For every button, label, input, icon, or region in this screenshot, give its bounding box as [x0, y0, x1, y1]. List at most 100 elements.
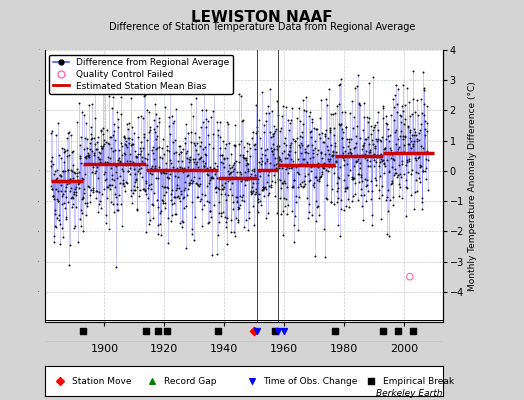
Point: [233, 219, 242, 225]
Point: [323, 196, 331, 202]
Point: [325, 86, 333, 92]
Point: [51, 168, 59, 175]
Point: [253, 128, 261, 135]
Point: [275, 156, 283, 163]
Legend: Difference from Regional Average, Quality Control Failed, Estimated Station Mean: Difference from Regional Average, Qualit…: [49, 54, 233, 94]
Point: [58, 167, 67, 174]
Point: [364, 115, 373, 121]
Point: [423, 156, 432, 163]
Point: [124, 126, 133, 132]
Point: [122, 179, 130, 185]
Point: [81, 200, 90, 206]
Point: [84, 183, 93, 189]
Point: [215, 210, 224, 216]
Point: [310, 125, 319, 132]
Point: [344, 172, 352, 179]
Point: [132, 153, 140, 160]
Point: [207, 214, 215, 220]
Point: [83, 200, 91, 207]
Point: [405, 156, 413, 162]
Point: [50, 233, 58, 240]
Point: [58, 145, 67, 151]
Point: [78, 109, 86, 115]
Point: [287, 116, 296, 123]
Point: [239, 154, 247, 161]
Point: [229, 161, 237, 168]
Point: [377, 183, 386, 189]
Point: [388, 164, 396, 171]
Point: [389, 104, 398, 110]
Point: [221, 191, 230, 197]
Point: [322, 195, 331, 202]
Point: [222, 197, 230, 203]
Point: [308, 118, 316, 125]
Point: [202, 124, 210, 130]
Point: [359, 114, 368, 121]
Point: [246, 144, 255, 151]
Point: [418, 110, 427, 116]
Point: [422, 128, 431, 134]
Point: [386, 146, 395, 153]
Point: [202, 116, 211, 122]
Point: [313, 177, 321, 184]
Point: [385, 232, 393, 239]
Point: [52, 175, 61, 181]
Point: [346, 110, 354, 116]
Point: [155, 115, 163, 121]
Point: [277, 124, 286, 131]
Point: [213, 251, 222, 257]
Point: [95, 156, 103, 162]
Point: [291, 149, 300, 155]
Point: [414, 175, 423, 182]
Point: [53, 197, 62, 204]
Point: [123, 120, 131, 127]
Point: [368, 141, 377, 147]
Point: [134, 114, 143, 121]
Point: [418, 195, 426, 202]
Point: [120, 150, 128, 156]
Point: [303, 143, 311, 149]
Point: [136, 151, 144, 157]
Point: [181, 140, 190, 146]
Point: [102, 139, 110, 146]
Point: [169, 120, 177, 126]
Point: [306, 177, 314, 183]
Point: [307, 164, 315, 170]
Point: [389, 194, 397, 200]
Point: [117, 111, 125, 117]
Text: 1920: 1920: [150, 344, 179, 354]
Point: [379, 103, 388, 109]
Point: [66, 241, 74, 248]
Point: [225, 171, 234, 177]
Point: [72, 204, 81, 210]
Point: [52, 224, 60, 230]
Point: [171, 210, 179, 217]
Point: [322, 127, 330, 134]
Point: [128, 136, 136, 142]
Point: [204, 172, 213, 178]
Point: [215, 119, 224, 125]
Point: [60, 205, 69, 211]
Point: [228, 192, 236, 198]
Point: [318, 130, 326, 136]
Point: [397, 127, 405, 134]
Point: [222, 224, 231, 230]
Point: [342, 123, 351, 130]
Point: [302, 161, 311, 168]
Point: [341, 184, 349, 191]
Point: [405, 99, 413, 106]
Point: [339, 150, 347, 156]
Point: [118, 181, 127, 187]
Point: [308, 212, 316, 219]
Point: [113, 206, 122, 213]
Point: [114, 115, 122, 122]
Point: [364, 118, 372, 125]
Point: [369, 150, 378, 157]
Point: [227, 180, 236, 186]
Point: [117, 223, 126, 229]
Point: [196, 139, 205, 145]
Point: [110, 176, 118, 183]
Point: [379, 146, 388, 152]
Point: [59, 190, 68, 197]
Point: [398, 102, 406, 109]
